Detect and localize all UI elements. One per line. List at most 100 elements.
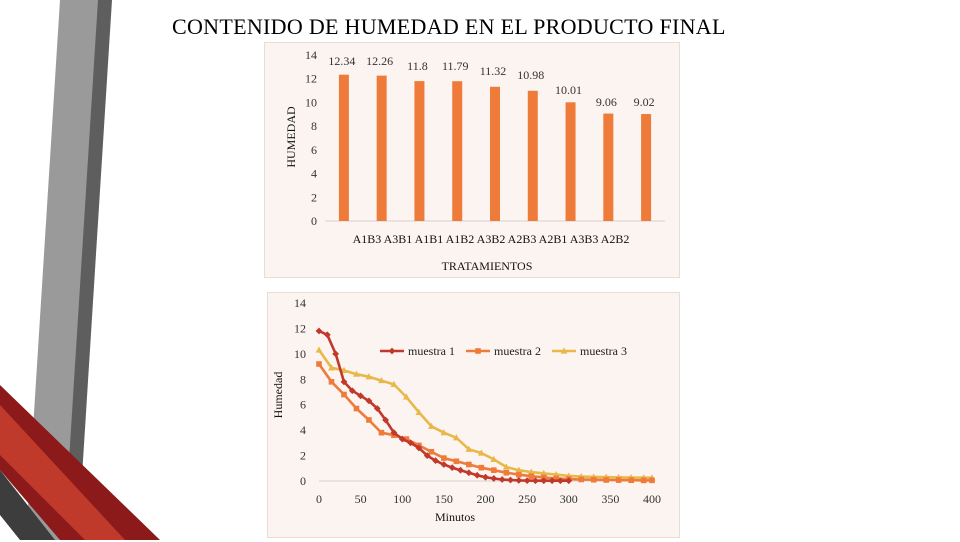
legend-marker	[475, 348, 481, 354]
bar-y-tick-label: 2	[311, 190, 317, 204]
data-point	[515, 476, 523, 484]
data-point	[548, 477, 556, 485]
line-y-tick-label: 0	[300, 474, 306, 488]
data-point	[498, 476, 506, 483]
bar-a2b2	[641, 114, 652, 221]
bar-a2b1	[565, 102, 576, 221]
data-point	[490, 475, 498, 482]
data-point	[427, 422, 435, 429]
data-point	[432, 457, 439, 465]
bar-value-label: 10.98	[517, 68, 544, 82]
bar-y-tick-label: 12	[305, 72, 317, 86]
data-point	[403, 436, 410, 442]
data-point	[423, 452, 431, 459]
data-point	[340, 378, 348, 386]
line-y-tick-label: 10	[294, 347, 306, 361]
data-point	[540, 469, 548, 476]
line-y-axis-title: Humedad	[271, 372, 285, 419]
line-y-tick-label: 12	[294, 321, 306, 335]
bar-value-label: 12.34	[328, 54, 355, 68]
bar-value-label: 11.79	[442, 59, 469, 73]
data-point	[366, 417, 372, 423]
data-point	[590, 476, 597, 483]
bar-value-label: 11.8	[407, 59, 428, 73]
data-point	[353, 370, 360, 377]
data-point	[328, 379, 335, 385]
data-point	[341, 391, 347, 398]
bar-chart: 0 2 4 6 8 10 12 14 12.34 12.26 11.8 11.79 11.32 10.98…	[284, 48, 665, 273]
data-point	[478, 464, 485, 471]
data-point	[403, 393, 410, 400]
data-point	[473, 471, 481, 479]
bar-value-label: 10.01	[555, 83, 582, 97]
line-y-tick-label: 14	[294, 296, 306, 310]
line-chart: 0 2 4 6 8 10 12 14 0 50 100 150 200 250 300 350 400 muest…	[271, 296, 661, 524]
data-point	[332, 350, 340, 358]
data-point	[628, 477, 634, 484]
data-point	[523, 477, 531, 485]
red-wedge-light	[0, 405, 125, 540]
bar-a3b2	[490, 86, 500, 221]
bar-x-tick-label: A2B3	[505, 232, 536, 246]
data-point	[316, 361, 322, 367]
data-point	[415, 408, 423, 415]
data-point	[532, 477, 539, 485]
bar-y-axis-title: HUMEDAD	[284, 106, 298, 168]
legend-label: muestra 2	[494, 344, 541, 358]
line-x-tick-label: 250	[518, 492, 536, 506]
bar-value-label: 12.26	[366, 54, 393, 68]
line-x-tick-label: 200	[477, 492, 495, 506]
data-point	[466, 461, 472, 468]
bar-x-tick-label: A3B2	[474, 232, 505, 246]
legend-marker	[388, 347, 396, 355]
bar-value-label: 9.02	[634, 95, 655, 109]
data-point	[482, 473, 489, 481]
data-point	[407, 439, 414, 447]
data-point	[323, 331, 331, 339]
bar-y-tick-label: 10	[305, 95, 317, 109]
bar-x-tick-label: A3B3	[567, 232, 598, 246]
data-point	[557, 477, 564, 485]
data-point	[315, 346, 323, 353]
data-point	[649, 477, 655, 484]
data-point	[503, 469, 510, 476]
series-line	[317, 349, 653, 480]
series-muestra-3	[315, 346, 656, 481]
bar-a1b2	[452, 81, 463, 221]
bar-x-tick-labels: A1B3 A3B1 A1B1 A1B2 A3B2 A2B3 A2B1 A3B3 …	[353, 232, 630, 246]
data-point	[353, 405, 360, 412]
bar-value-label: 11.32	[480, 64, 507, 78]
slide-title: CONTENIDO DE HUMEDAD EN EL PRODUCTO FINA…	[172, 14, 726, 39]
dark-wedge	[0, 470, 55, 540]
data-point	[378, 429, 385, 436]
series-muestra-2	[316, 361, 655, 484]
data-point	[490, 455, 498, 462]
bar-x-tick-label: A1B1	[412, 232, 443, 246]
bar-value-label: 9.06	[596, 95, 617, 109]
data-point	[440, 429, 448, 436]
line-x-tick-label: 50	[355, 492, 367, 506]
bar-y-tick-label: 0	[311, 214, 317, 228]
gray-stripe-light	[26, 0, 100, 540]
bar-a1b3	[338, 74, 349, 221]
bar-x-tick-label: A2B2	[598, 232, 629, 246]
bar-x-tick-label: A1B2	[443, 232, 474, 246]
bar-y-tick-label: 14	[305, 48, 317, 62]
bar-y-tick-label: 6	[311, 143, 317, 157]
data-point	[340, 366, 348, 373]
data-point	[453, 458, 460, 465]
bar-x-axis-title: TRATAMIENTOS	[442, 259, 533, 273]
data-point	[515, 466, 523, 473]
line-y-tick-label: 6	[300, 398, 306, 412]
gray-stripe-dark	[64, 0, 112, 540]
bar-a2b3	[527, 90, 538, 222]
data-point	[516, 471, 522, 478]
data-point	[390, 429, 398, 437]
line-x-tick-label: 150	[435, 492, 453, 506]
data-point	[448, 464, 456, 472]
data-point	[578, 476, 585, 483]
bar-a3b3	[603, 113, 614, 221]
line-x-tick-label: 300	[560, 492, 578, 506]
data-point	[465, 445, 473, 452]
data-point	[528, 473, 535, 479]
